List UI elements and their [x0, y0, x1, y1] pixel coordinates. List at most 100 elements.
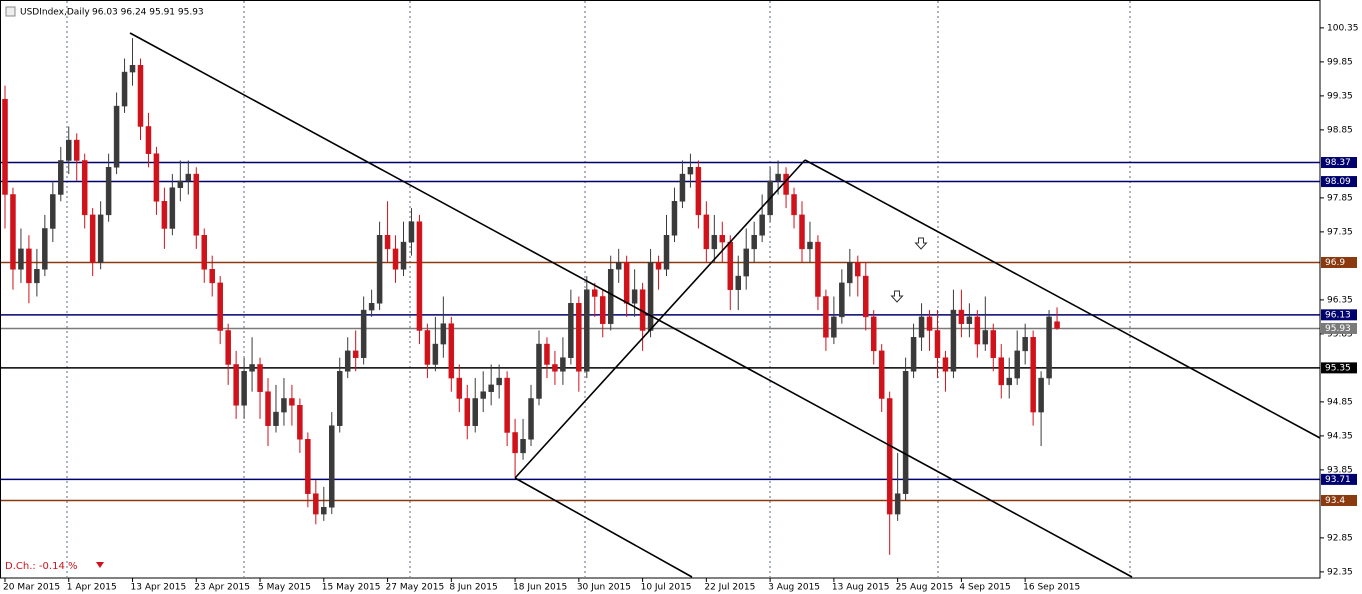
- trendline: [514, 159, 806, 479]
- candle-body: [400, 241, 407, 270]
- candle-body: [982, 330, 989, 345]
- y-tick-label: 94.35: [1327, 431, 1353, 441]
- candle-body: [34, 269, 40, 284]
- candle-body: [209, 269, 215, 284]
- level-label: 95.93: [1325, 324, 1351, 334]
- candle-body: [89, 214, 96, 263]
- trendlines: [129, 32, 1321, 578]
- level-label: 95.35: [1325, 363, 1351, 373]
- candle-body: [1046, 316, 1052, 379]
- candle-body: [97, 214, 104, 263]
- candle-body: [329, 425, 335, 508]
- candle-body: [448, 323, 455, 379]
- candle-body: [568, 303, 574, 358]
- candle-body: [1006, 377, 1012, 386]
- candle-body: [177, 180, 184, 188]
- candle-body: [281, 398, 287, 413]
- candle-body: [50, 194, 56, 229]
- candle-body: [576, 303, 582, 372]
- candle-body: [615, 262, 622, 270]
- axis: 100.35 99.85 99.35 98.85 97.85 97.35 96.35 95.8…: [3, 23, 1359, 592]
- level-label-bg: [1321, 157, 1357, 169]
- candle-body: [958, 309, 965, 324]
- candle-body: [536, 343, 542, 399]
- candle-body: [735, 275, 741, 290]
- candle-body: [464, 398, 471, 426]
- candle-body: [1022, 337, 1028, 352]
- candle-body: [1014, 350, 1020, 379]
- candle-body: [878, 350, 885, 399]
- candle-body: [592, 289, 598, 297]
- candle-body: [18, 248, 24, 270]
- arrows: [890, 237, 928, 303]
- candle-body: [607, 269, 614, 324]
- x-tick-label: 3 Aug 2015: [768, 583, 820, 593]
- candle-body: [711, 235, 718, 250]
- candle-body: [321, 507, 327, 515]
- candle-body: [823, 296, 829, 338]
- candle-body: [504, 377, 510, 433]
- x-tick-label: 16 Sep 2015: [1023, 583, 1080, 593]
- header-values: 96.03 96.24 95.91 95.93: [92, 8, 204, 18]
- candle-body: [1054, 321, 1060, 329]
- candle-body: [480, 391, 486, 399]
- candle-body: [791, 194, 797, 216]
- arrow-icon: [914, 237, 928, 250]
- candle-body: [26, 248, 32, 284]
- level-label: 93.71: [1325, 475, 1351, 485]
- candle-body: [512, 432, 518, 454]
- candle-body: [368, 303, 375, 311]
- x-tick-label: 23 Apr 2015: [194, 583, 250, 593]
- level-label: 96.9: [1325, 258, 1345, 268]
- candle-body: [631, 289, 638, 304]
- candle-body: [528, 398, 534, 440]
- candle-body: [424, 330, 431, 365]
- y-tick-label: 97.35: [1327, 227, 1353, 237]
- candle-body: [847, 262, 853, 284]
- candle-body: [10, 194, 16, 270]
- y-tick-label: 94.85: [1327, 397, 1353, 407]
- y-tick-label: 95.85: [1327, 329, 1353, 339]
- level-label-bg: [1321, 176, 1357, 188]
- candle-body: [647, 262, 654, 331]
- candle-body: [113, 105, 120, 168]
- candle-body: [336, 371, 343, 426]
- month-separators: [66, 1, 1131, 577]
- candle-body: [831, 316, 837, 338]
- level-label-bg: [1321, 322, 1357, 334]
- candle-body: [265, 391, 271, 426]
- candle-body: [169, 187, 176, 229]
- candle-body: [926, 316, 933, 331]
- y-tick-label: 98.85: [1327, 125, 1353, 135]
- candle-body: [934, 330, 941, 358]
- candle-body: [249, 364, 255, 372]
- x-tick-label: 15 May 2015: [322, 583, 381, 593]
- x-tick-label: 20 Mar 2015: [3, 583, 60, 593]
- x-tick-label: 5 May 2015: [258, 583, 311, 593]
- candle-body: [313, 493, 319, 515]
- level-label-bg: [1321, 309, 1357, 321]
- x-tick-label: 13 Aug 2015: [832, 583, 890, 593]
- candle-body: [137, 65, 144, 127]
- candle-body: [623, 262, 630, 304]
- candle-body: [42, 228, 48, 270]
- change-arrow: [96, 562, 104, 568]
- x-tick-label: 30 Jun 2015: [577, 583, 631, 593]
- candle-body: [305, 439, 311, 494]
- candle-body: [584, 289, 590, 372]
- x-tick-label: 1 Apr 2015: [67, 583, 117, 593]
- candle-body: [1038, 377, 1044, 413]
- candle-body: [456, 377, 463, 399]
- plot-frame: [0, 0, 1321, 579]
- y-tick-label: 99.35: [1327, 91, 1353, 101]
- y-tick-label: 92.35: [1327, 567, 1353, 577]
- candle-body: [416, 221, 423, 331]
- chart-title: USDIndex,Daily: [20, 8, 90, 18]
- x-tick-label: 4 Sep 2015: [959, 583, 1010, 593]
- candle-body: [145, 126, 152, 154]
- header-icon: [5, 6, 16, 17]
- trendline: [514, 477, 693, 578]
- candle-body: [376, 235, 383, 304]
- candle-body: [679, 173, 686, 202]
